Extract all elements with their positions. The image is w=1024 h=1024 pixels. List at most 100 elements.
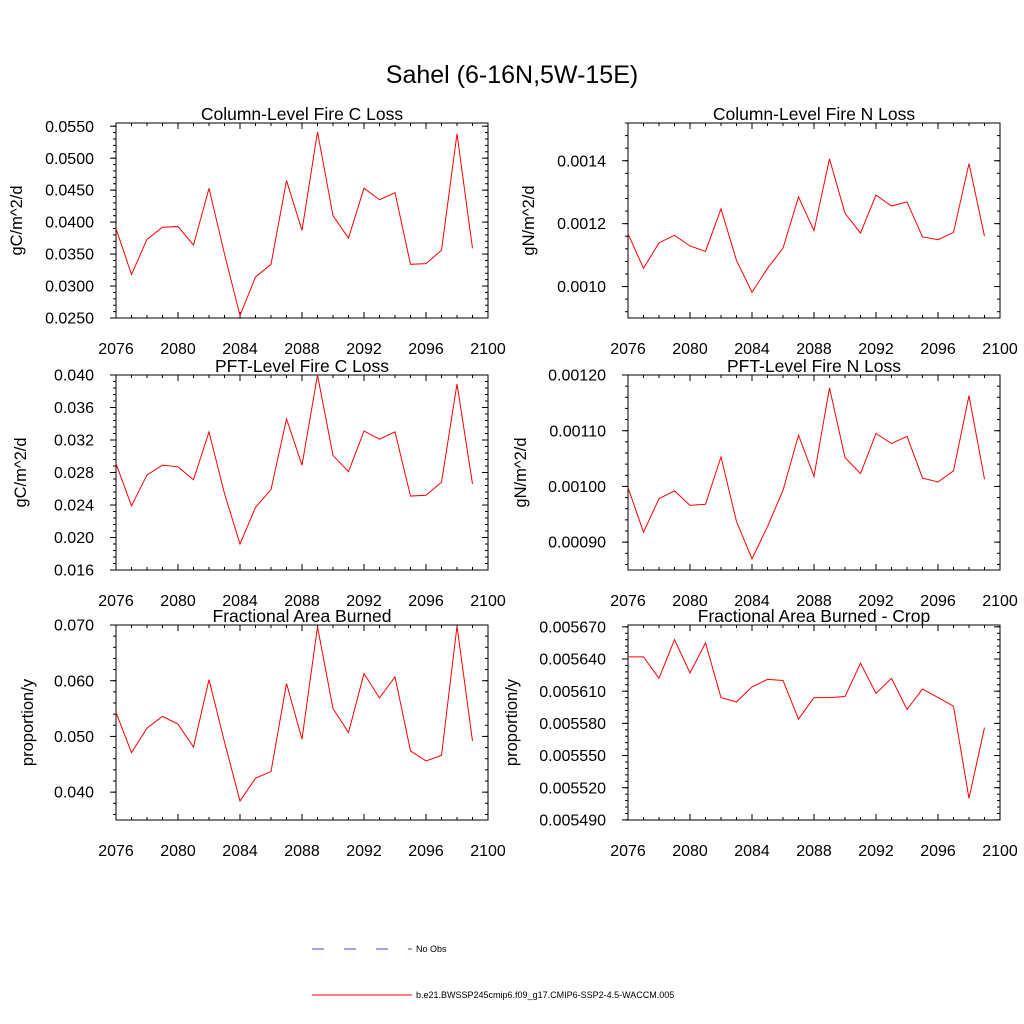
y-tick-label: 0.032 xyxy=(54,433,94,450)
x-tick-label: 2076 xyxy=(610,341,646,358)
x-tick-label: 2084 xyxy=(222,593,258,610)
plot-frame xyxy=(115,624,489,821)
y-tick-label: 0.005610 xyxy=(539,684,606,701)
y-tick-label: 0.036 xyxy=(54,400,94,417)
x-tick-label: 2096 xyxy=(920,843,956,860)
panel-5: Fractional Area Burned proportion/y 2076 20… xyxy=(19,606,506,860)
x-tick-label: 2076 xyxy=(98,341,134,358)
x-tick-label: 2092 xyxy=(346,593,382,610)
y-tick-label: 0.0250 xyxy=(45,311,94,328)
y-tick-label: 0.040 xyxy=(54,368,94,385)
x-tick-label: 2100 xyxy=(982,341,1018,358)
x-tick-label: 2096 xyxy=(408,593,444,610)
panel-title: Fractional Area Burned xyxy=(213,606,392,626)
series-line xyxy=(628,638,985,799)
panel-title: Fractional Area Burned - Crop xyxy=(698,606,930,626)
y-tick-label: 0.005520 xyxy=(539,780,606,797)
plot-frame xyxy=(115,374,489,571)
x-tick-label: 2096 xyxy=(920,593,956,610)
x-tick-label: 2084 xyxy=(734,341,770,358)
series-line xyxy=(627,158,985,294)
y-tick-label: 0.0014 xyxy=(557,153,606,170)
x-tick-label: 2092 xyxy=(858,341,894,358)
y-tick-label: 0.0300 xyxy=(45,279,94,296)
y-tick-label: 0.005490 xyxy=(539,812,606,829)
main-title: Sahel (6-16N,5W-15E) xyxy=(386,61,638,89)
y-axis-label: proportion/y xyxy=(503,678,521,766)
x-tick-label: 2076 xyxy=(610,593,646,610)
x-tick-label: 2080 xyxy=(160,593,196,610)
x-tick-label: 2092 xyxy=(346,341,382,358)
y-tick-label: 0.028 xyxy=(54,465,94,482)
x-tick-label: 2092 xyxy=(858,593,894,610)
y-tick-label: 0.00110 xyxy=(549,423,606,440)
x-tick-label: 2100 xyxy=(982,843,1018,860)
x-tick-label: 2084 xyxy=(222,843,258,860)
x-tick-label: 2084 xyxy=(222,341,258,358)
x-tick-label: 2076 xyxy=(98,593,134,610)
legend: No Obs b.e21.BWSSP245cmip6.f09_g17.CMIP6… xyxy=(312,944,674,1000)
x-tick-label: 2084 xyxy=(734,593,770,610)
x-tick-label: 2088 xyxy=(284,593,320,610)
y-tick-label: 0.024 xyxy=(54,498,94,515)
x-tick-label: 2080 xyxy=(672,593,708,610)
y-tick-label: 0.00120 xyxy=(548,368,606,385)
y-tick-label: 0.020 xyxy=(54,530,94,547)
y-tick-label: 0.0500 xyxy=(45,151,94,168)
y-tick-label: 0.040 xyxy=(54,785,94,802)
panel-1: Column-Level Fire C Loss gC/m^2/d 2076 2080… xyxy=(8,104,506,358)
y-axis-label: gC/m^2/d xyxy=(8,185,26,255)
x-tick-label: 2088 xyxy=(796,341,832,358)
x-tick-label: 2096 xyxy=(408,843,444,860)
y-tick-label: 0.005550 xyxy=(539,748,606,765)
x-tick-label: 2092 xyxy=(858,843,894,860)
y-tick-label: 0.016 xyxy=(54,563,94,580)
x-tick-label: 2088 xyxy=(796,593,832,610)
x-tick-label: 2080 xyxy=(160,843,196,860)
panels: Column-Level Fire C Loss gC/m^2/d 2076 2080… xyxy=(8,104,1018,860)
y-tick-label: 0.005670 xyxy=(539,619,606,636)
x-tick-label: 2092 xyxy=(346,843,382,860)
series-line xyxy=(115,131,473,318)
x-tick-label: 2088 xyxy=(796,843,832,860)
panel-3: PFT-Level Fire C Loss gC/m^2/d 2076 2080 208… xyxy=(12,356,506,610)
y-tick-label: 0.005640 xyxy=(539,652,606,669)
y-tick-label: 0.050 xyxy=(54,729,94,746)
panel-title: PFT-Level Fire N Loss xyxy=(727,356,901,376)
plot-frame xyxy=(115,122,489,319)
y-tick-label: 0.070 xyxy=(54,618,94,635)
plot-frame xyxy=(627,122,1001,319)
y-axis-label: proportion/y xyxy=(19,678,37,766)
y-tick-label: 0.0010 xyxy=(557,279,606,296)
x-tick-label: 2080 xyxy=(160,341,196,358)
y-tick-label: 0.0350 xyxy=(45,247,94,264)
y-tick-label: 0.0450 xyxy=(45,183,94,200)
series-line xyxy=(115,626,473,803)
plot-frame xyxy=(627,374,1001,571)
y-tick-label: 0.0400 xyxy=(45,215,94,232)
panel-title: PFT-Level Fire C Loss xyxy=(215,356,389,376)
x-tick-label: 2100 xyxy=(470,593,506,610)
panel-title: Column-Level Fire N Loss xyxy=(713,104,916,124)
y-tick-label: 0.0550 xyxy=(45,119,94,136)
x-tick-label: 2076 xyxy=(610,843,646,860)
x-tick-label: 2088 xyxy=(284,843,320,860)
x-tick-label: 2088 xyxy=(284,341,320,358)
y-tick-label: 0.00090 xyxy=(548,535,606,552)
x-tick-label: 2080 xyxy=(672,843,708,860)
x-tick-label: 2100 xyxy=(470,843,506,860)
x-tick-label: 2084 xyxy=(734,843,770,860)
y-tick-label: 0.005580 xyxy=(539,716,606,733)
panel-4: PFT-Level Fire N Loss gN/m^2/d 2076 2080 208… xyxy=(512,356,1018,610)
plot-frame xyxy=(627,624,1001,821)
y-tick-label: 0.00100 xyxy=(548,479,606,496)
x-tick-label: 2096 xyxy=(920,341,956,358)
y-tick-label: 0.060 xyxy=(54,673,94,690)
legend-label-model-run: b.e21.BWSSP245cmip6.f09_g17.CMIP6-SSP2-4… xyxy=(416,990,674,1000)
y-tick-label: 0.0012 xyxy=(557,216,606,233)
x-tick-label: 2100 xyxy=(982,593,1018,610)
x-tick-label: 2080 xyxy=(672,341,708,358)
y-axis-label: gC/m^2/d xyxy=(12,437,30,507)
y-axis-label: gN/m^2/d xyxy=(512,437,530,507)
